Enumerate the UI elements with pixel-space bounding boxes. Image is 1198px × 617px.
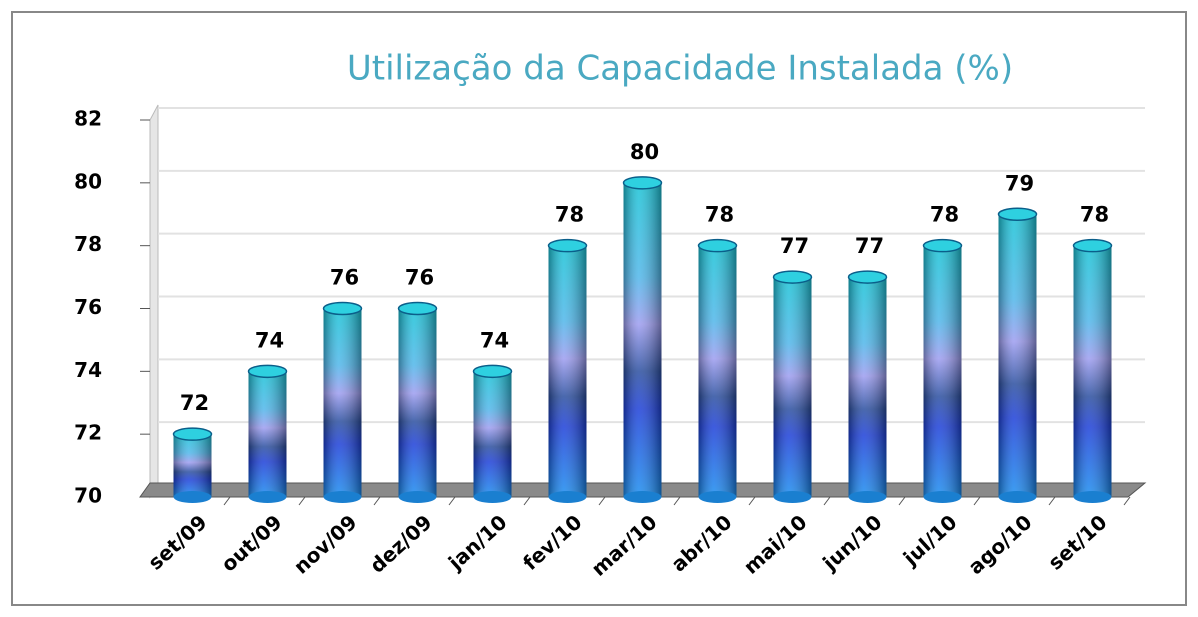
bar [848, 277, 887, 497]
value-label: 78 [705, 203, 734, 227]
y-tick-label: 72 [74, 421, 102, 445]
x-tick [1048, 496, 1056, 506]
value-label: 79 [1005, 171, 1034, 195]
x-tick [973, 496, 981, 506]
x-tick [373, 496, 381, 506]
x-tick [1123, 496, 1131, 506]
x-tick [748, 496, 756, 506]
bar [473, 371, 512, 497]
bar-base [1073, 491, 1112, 503]
bar-cap [472, 364, 513, 379]
bar-cap [322, 301, 363, 316]
left-wall [149, 104, 159, 499]
bar-base [548, 491, 587, 503]
x-tick [898, 496, 906, 506]
value-label: 78 [1080, 203, 1109, 227]
value-label: 76 [405, 266, 434, 290]
bar [398, 308, 437, 497]
chart-frame [11, 11, 1187, 606]
y-tick-label: 76 [74, 295, 102, 319]
bar-cap [922, 238, 963, 253]
x-tick [673, 496, 681, 506]
value-label: 77 [855, 234, 884, 258]
bar-base [998, 491, 1037, 503]
bar [1073, 245, 1112, 497]
bar-cap [997, 207, 1038, 221]
bar-cap [547, 238, 588, 253]
value-label: 77 [780, 234, 809, 258]
bar-base [473, 491, 512, 503]
value-label: 78 [555, 203, 584, 227]
bar-cap [1072, 238, 1113, 253]
value-label: 76 [330, 266, 359, 290]
bar-base [398, 491, 437, 503]
bar-base [623, 491, 662, 503]
x-tick [598, 496, 606, 506]
y-tick-label: 80 [74, 169, 102, 193]
bar-base [698, 491, 737, 503]
bar [923, 245, 962, 497]
bar-base [773, 491, 812, 503]
chart-title: Utilização da Capacidade Instalada (%) [347, 49, 1013, 89]
value-label: 74 [255, 328, 284, 352]
bar-base [323, 491, 362, 503]
x-tick [298, 496, 306, 506]
bar-cap [247, 364, 288, 379]
y-tick-label: 70 [74, 484, 102, 508]
bar [548, 245, 587, 497]
value-label: 74 [480, 328, 509, 352]
bar-cap [172, 427, 213, 441]
y-tick-label: 82 [74, 107, 102, 131]
bar [998, 214, 1037, 497]
bar-cap [847, 270, 888, 284]
bar-cap [697, 238, 738, 253]
value-label: 72 [180, 391, 209, 415]
x-tick [448, 496, 456, 506]
bar-base [173, 491, 212, 503]
bar [248, 371, 287, 497]
bar-base [248, 491, 287, 503]
bar [773, 277, 812, 497]
bar-cap [397, 301, 438, 316]
x-tick [523, 496, 531, 506]
y-tick-label: 74 [74, 358, 102, 382]
bar-cap [622, 176, 663, 190]
value-label: 78 [930, 203, 959, 227]
value-label: 80 [630, 140, 659, 164]
bar [323, 308, 362, 497]
x-tick [223, 496, 231, 506]
bar-cap [772, 270, 813, 284]
bar-base [923, 491, 962, 503]
y-tick-label: 78 [74, 232, 102, 256]
bar [698, 245, 737, 497]
bar [173, 434, 212, 497]
x-tick [823, 496, 831, 506]
bar-base [848, 491, 887, 503]
bar [623, 182, 662, 498]
